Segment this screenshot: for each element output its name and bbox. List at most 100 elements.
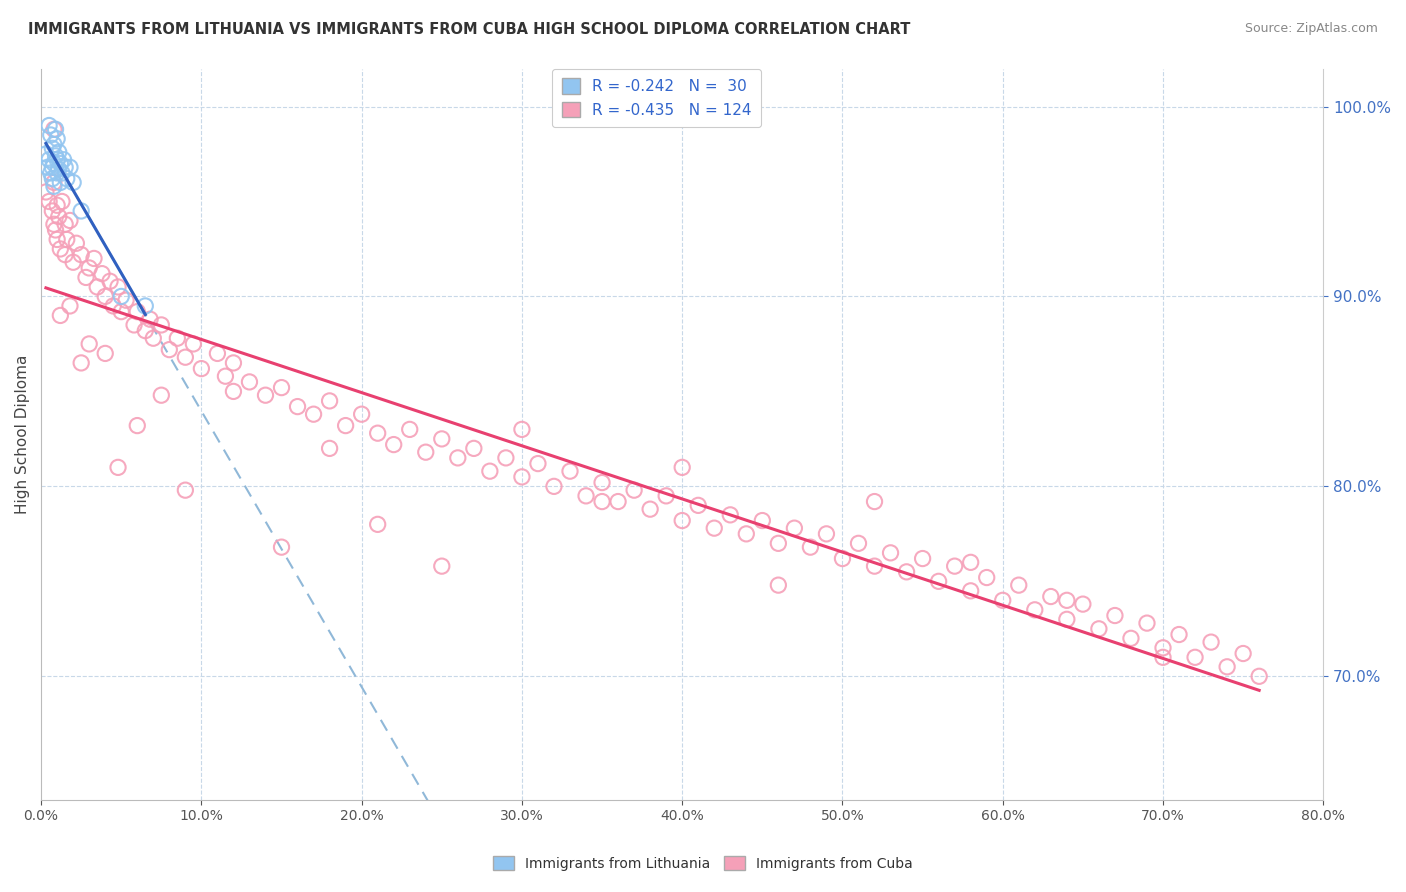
- Point: [207, 346, 229, 360]
- Point: [1071, 597, 1094, 611]
- Point: [1216, 660, 1239, 674]
- Point: [190, 361, 212, 376]
- Point: [94, 346, 117, 360]
- Text: IMMIGRANTS FROM LITHUANIA VS IMMIGRANTS FROM CUBA HIGH SCHOOL DIPLOMA CORRELATIO: IMMIGRANTS FROM LITHUANIA VS IMMIGRANTS …: [28, 22, 911, 37]
- Point: [42, 137, 65, 152]
- Point: [49, 156, 72, 170]
- Point: [607, 494, 630, 508]
- Point: [44, 223, 66, 237]
- Point: [48, 162, 70, 177]
- Point: [35, 185, 58, 199]
- Point: [41, 161, 63, 175]
- Point: [157, 343, 180, 357]
- Point: [671, 460, 693, 475]
- Point: [959, 555, 981, 569]
- Point: [768, 578, 790, 592]
- Point: [139, 312, 162, 326]
- Point: [55, 232, 77, 246]
- Point: [430, 432, 453, 446]
- Point: [783, 521, 806, 535]
- Point: [37, 161, 59, 175]
- Point: [150, 318, 173, 332]
- Point: [222, 384, 245, 399]
- Point: [1232, 647, 1254, 661]
- Point: [42, 176, 65, 190]
- Point: [1056, 593, 1078, 607]
- Point: [1039, 590, 1062, 604]
- Point: [751, 514, 773, 528]
- Point: [398, 422, 420, 436]
- Point: [174, 483, 197, 498]
- Point: [49, 176, 72, 190]
- Point: [39, 166, 62, 180]
- Legend: Immigrants from Lithuania, Immigrants from Cuba: Immigrants from Lithuania, Immigrants fr…: [488, 850, 918, 876]
- Point: [863, 559, 886, 574]
- Point: [86, 280, 108, 294]
- Point: [174, 350, 197, 364]
- Point: [52, 153, 75, 167]
- Point: [142, 331, 165, 345]
- Point: [863, 494, 886, 508]
- Point: [943, 559, 966, 574]
- Point: [62, 255, 84, 269]
- Point: [35, 147, 58, 161]
- Point: [46, 153, 69, 167]
- Point: [463, 442, 485, 456]
- Point: [1184, 650, 1206, 665]
- Point: [46, 166, 69, 180]
- Point: [94, 289, 117, 303]
- Point: [91, 267, 114, 281]
- Point: [447, 450, 470, 465]
- Point: [70, 356, 93, 370]
- Point: [367, 426, 389, 441]
- Point: [53, 217, 76, 231]
- Point: [46, 132, 69, 146]
- Point: [49, 242, 72, 256]
- Point: [896, 565, 918, 579]
- Point: [478, 464, 501, 478]
- Point: [103, 299, 125, 313]
- Point: [254, 388, 277, 402]
- Point: [134, 299, 156, 313]
- Point: [768, 536, 790, 550]
- Point: [1168, 627, 1191, 641]
- Point: [59, 161, 82, 175]
- Point: [238, 375, 260, 389]
- Point: [543, 479, 565, 493]
- Point: [1024, 603, 1046, 617]
- Point: [107, 460, 129, 475]
- Point: [1199, 635, 1222, 649]
- Point: [44, 149, 66, 163]
- Point: [70, 247, 93, 261]
- Point: [183, 337, 205, 351]
- Point: [655, 489, 678, 503]
- Point: [51, 194, 73, 209]
- Point: [815, 526, 838, 541]
- Point: [1152, 640, 1174, 655]
- Point: [59, 213, 82, 227]
- Point: [976, 570, 998, 584]
- Point: [623, 483, 645, 498]
- Point: [718, 508, 741, 522]
- Point: [558, 464, 581, 478]
- Point: [270, 381, 292, 395]
- Point: [41, 171, 63, 186]
- Point: [110, 304, 132, 318]
- Point: [1104, 608, 1126, 623]
- Point: [1152, 650, 1174, 665]
- Point: [831, 551, 853, 566]
- Point: [688, 499, 710, 513]
- Point: [527, 457, 550, 471]
- Point: [270, 540, 292, 554]
- Point: [287, 400, 309, 414]
- Point: [799, 540, 821, 554]
- Point: [575, 489, 598, 503]
- Point: [42, 217, 65, 231]
- Point: [59, 299, 82, 313]
- Point: [367, 517, 389, 532]
- Point: [46, 198, 69, 212]
- Point: [671, 514, 693, 528]
- Point: [41, 141, 63, 155]
- Point: [335, 418, 357, 433]
- Point: [214, 369, 236, 384]
